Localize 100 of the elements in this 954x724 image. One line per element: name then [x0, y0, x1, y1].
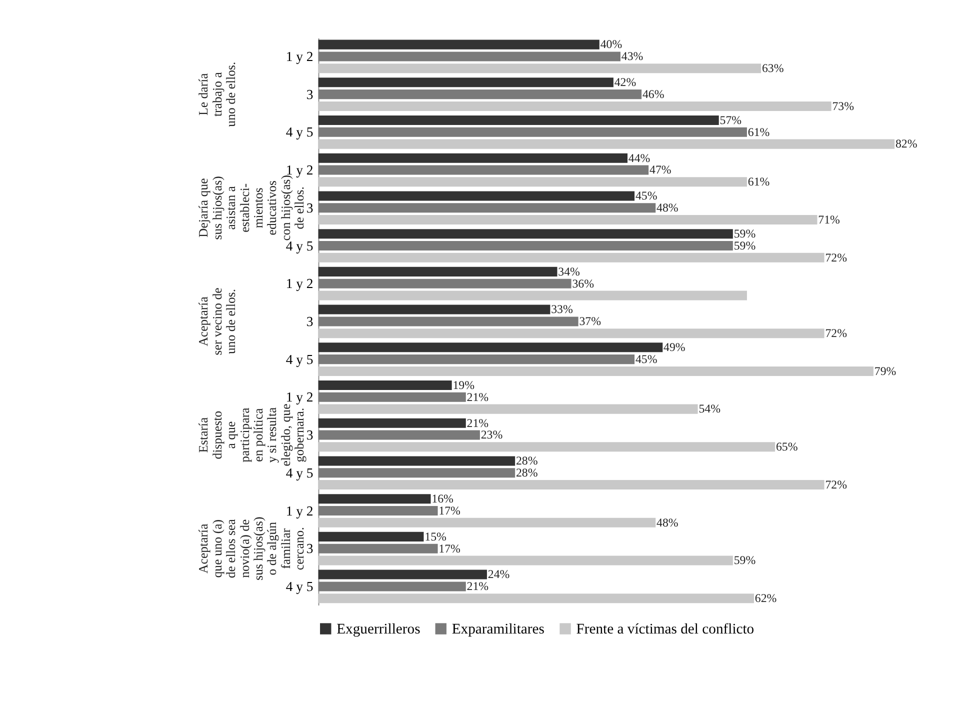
data-label: 59% — [734, 553, 756, 568]
data-label: 57% — [720, 112, 742, 127]
bar — [318, 506, 438, 516]
legend-label: Frente a víctimas del conflicto — [576, 621, 754, 638]
text: Aceptaría ser vecino de uno de ellos. — [196, 287, 238, 356]
data-label: 21% — [466, 579, 489, 594]
bar — [318, 342, 663, 352]
bar — [318, 430, 480, 440]
data-label: 45% — [635, 352, 658, 366]
data-label: 37% — [579, 314, 602, 328]
data-label: 82% — [895, 136, 918, 151]
bar — [318, 101, 832, 111]
bar — [318, 480, 824, 490]
data-label: 59% — [734, 226, 756, 240]
bar — [318, 392, 466, 402]
data-label: 79% — [874, 364, 896, 378]
data-label: 16% — [432, 491, 454, 506]
bar — [318, 380, 452, 390]
bar — [318, 229, 733, 239]
data-label: 63% — [762, 61, 784, 76]
data-label: 28% — [516, 466, 538, 480]
data-label: 17% — [438, 541, 461, 556]
legend-label: Exguerrilleros — [336, 621, 421, 638]
bar — [318, 52, 620, 62]
bar — [318, 418, 466, 428]
data-label: 36% — [572, 276, 594, 290]
bar — [318, 570, 487, 580]
data-label: 72% — [825, 326, 848, 340]
data-label: 40% — [600, 37, 622, 52]
data-label: 19% — [452, 378, 475, 392]
bar — [318, 532, 424, 542]
bar — [318, 518, 656, 528]
y-tick-label: 3 — [306, 86, 314, 102]
y-tick-label: 3 — [306, 428, 314, 443]
bar — [318, 468, 516, 478]
y-tick-label: 1 y 2 — [286, 503, 314, 518]
data-label: 21% — [466, 390, 489, 404]
data-label: 15% — [424, 529, 447, 544]
bar — [318, 266, 558, 276]
bar — [318, 64, 762, 74]
bar — [318, 582, 466, 592]
bar — [318, 215, 818, 225]
bar — [318, 278, 572, 288]
y-tick-label: 1 y 2 — [286, 390, 314, 405]
bar — [318, 177, 747, 187]
data-label: 28% — [516, 454, 538, 468]
data-label: 72% — [825, 477, 848, 492]
bar — [318, 127, 747, 137]
bar — [318, 404, 698, 414]
legend-label: Exparamilitares — [452, 621, 545, 638]
data-label: 43% — [621, 49, 644, 64]
data-label: 73% — [832, 98, 854, 113]
data-label: 48% — [656, 515, 678, 530]
y-tick-label: 1 y 2 — [286, 276, 314, 292]
bar — [318, 304, 550, 314]
y-tick-label: 4 y 5 — [286, 579, 314, 594]
y-tick-label: 3 — [306, 200, 314, 216]
bar — [318, 328, 824, 338]
y-tick-label: 1 y 2 — [286, 49, 314, 64]
text: Le daría trabajo a uno de ellos. — [196, 62, 238, 127]
bar — [318, 354, 635, 364]
bar — [318, 494, 431, 504]
data-label: 44% — [628, 150, 650, 165]
y-tick-label: 4 y 5 — [286, 352, 314, 367]
data-label: 72% — [825, 250, 848, 264]
bar — [318, 442, 776, 452]
data-label: 23% — [480, 428, 503, 442]
bar — [318, 153, 628, 163]
data-label: 47% — [650, 162, 672, 177]
bar — [318, 139, 895, 149]
data-label: 59% — [734, 238, 756, 252]
bar — [318, 456, 516, 466]
text: Estaría dispuesto a que participara en política y si resulta elegido, que gobernara. — [196, 403, 307, 466]
data-label: 17% — [438, 503, 461, 518]
data-label: 49% — [664, 340, 686, 354]
data-label: 33% — [551, 302, 573, 316]
bar — [318, 556, 733, 566]
data-label: 62% — [754, 591, 777, 606]
bar — [318, 316, 578, 326]
bar — [318, 40, 600, 50]
y-tick-label: 3 — [306, 314, 314, 330]
bar — [318, 203, 656, 213]
bar — [318, 78, 614, 88]
data-label: 65% — [776, 440, 798, 454]
data-label: 61% — [748, 124, 770, 139]
data-label: 42% — [614, 75, 636, 90]
data-label: 21% — [466, 416, 489, 430]
bar — [318, 116, 719, 126]
data-label: 46% — [642, 86, 664, 101]
bar — [318, 90, 642, 100]
data-label: 54% — [698, 402, 721, 416]
data-label: 71% — [818, 212, 840, 226]
bar — [318, 290, 747, 300]
bar — [318, 366, 874, 376]
bar — [318, 544, 438, 554]
y-tick-label: 4 y 5 — [286, 465, 314, 480]
bar — [318, 165, 649, 175]
bar — [318, 240, 733, 250]
bar — [318, 594, 754, 604]
data-label: 45% — [635, 188, 658, 203]
